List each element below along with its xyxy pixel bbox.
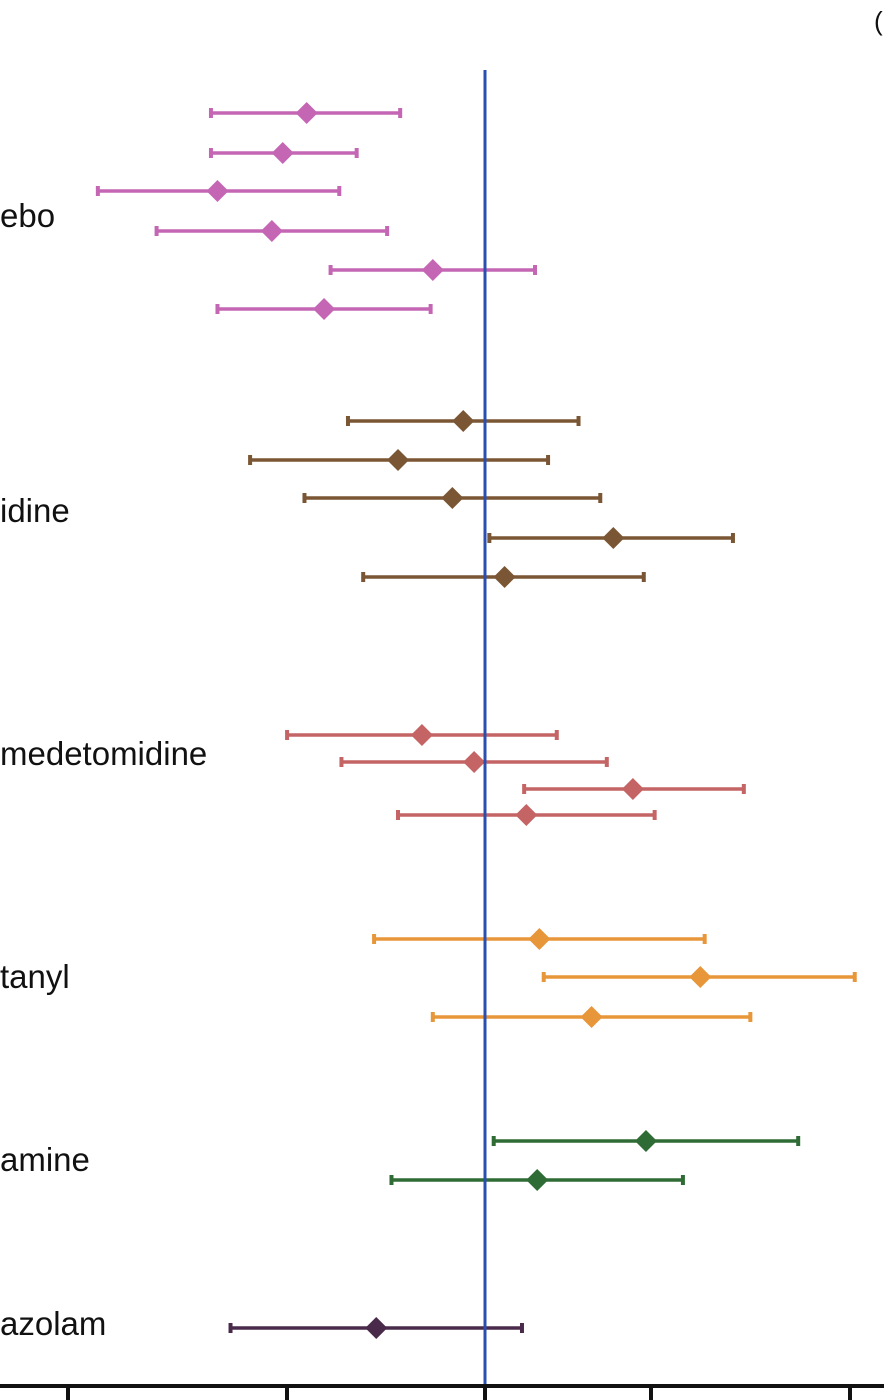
estimate-row-g1-r1 bbox=[208, 102, 403, 124]
estimate-row-g2-r3 bbox=[302, 487, 603, 509]
estimate-row-g3-r2 bbox=[339, 751, 609, 773]
point-estimate-diamond bbox=[528, 928, 551, 950]
estimate-row-g1-r6 bbox=[215, 298, 433, 320]
estimate-row-g3-r1 bbox=[285, 724, 559, 746]
estimate-row-g2-r1 bbox=[345, 410, 581, 432]
point-estimate-diamond bbox=[206, 180, 229, 202]
group-label-4: tanyl bbox=[0, 958, 70, 995]
estimate-row-g1-r4 bbox=[154, 220, 390, 242]
point-estimate-diamond bbox=[580, 1006, 603, 1028]
point-estimate-diamond bbox=[452, 410, 475, 432]
estimate-row-g2-r5 bbox=[361, 566, 646, 588]
point-estimate-diamond bbox=[313, 298, 336, 320]
point-estimate-diamond bbox=[260, 220, 283, 242]
estimate-row-g5-r2 bbox=[389, 1169, 685, 1191]
point-estimate-diamond bbox=[689, 966, 712, 988]
corner-text: ( bbox=[874, 6, 883, 36]
group-label-5: amine bbox=[0, 1141, 90, 1178]
estimate-row-g4-r1 bbox=[372, 928, 707, 950]
point-estimate-diamond bbox=[526, 1169, 549, 1191]
estimate-row-g2-r2 bbox=[248, 449, 551, 471]
estimate-row-g2-r4 bbox=[487, 527, 735, 549]
x-axis bbox=[0, 1384, 884, 1400]
point-estimate-diamond bbox=[271, 142, 294, 164]
point-estimate-diamond bbox=[387, 449, 409, 471]
estimate-marks bbox=[95, 102, 857, 1339]
point-estimate-diamond bbox=[463, 751, 486, 773]
point-estimate-diamond bbox=[493, 566, 516, 588]
point-estimate-diamond bbox=[421, 259, 444, 281]
point-estimate-diamond bbox=[621, 778, 644, 800]
estimate-row-g6-r1 bbox=[228, 1317, 524, 1339]
point-estimate-diamond bbox=[515, 804, 538, 826]
estimate-row-g4-r2 bbox=[541, 966, 857, 988]
point-estimate-diamond bbox=[365, 1317, 388, 1339]
group-labels: ebo idine medetomidine tanyl amine azola… bbox=[0, 6, 883, 1342]
point-estimate-diamond bbox=[410, 724, 433, 746]
point-estimate-diamond bbox=[441, 487, 464, 509]
estimate-row-g4-r3 bbox=[430, 1006, 753, 1028]
estimate-row-g1-r5 bbox=[328, 259, 538, 281]
group-label-2: idine bbox=[0, 492, 70, 529]
estimate-row-g1-r3 bbox=[95, 180, 342, 202]
estimate-row-g5-r1 bbox=[491, 1130, 801, 1152]
estimate-row-g1-r2 bbox=[208, 142, 359, 164]
group-label-3: medetomidine bbox=[0, 735, 207, 772]
group-label-6: azolam bbox=[0, 1305, 106, 1342]
estimate-row-g3-r3 bbox=[522, 778, 746, 800]
point-estimate-diamond bbox=[602, 527, 625, 549]
estimate-row-g3-r4 bbox=[396, 804, 657, 826]
point-estimate-diamond bbox=[634, 1130, 657, 1152]
point-estimate-diamond bbox=[295, 102, 318, 124]
group-label-1: ebo bbox=[0, 197, 55, 234]
